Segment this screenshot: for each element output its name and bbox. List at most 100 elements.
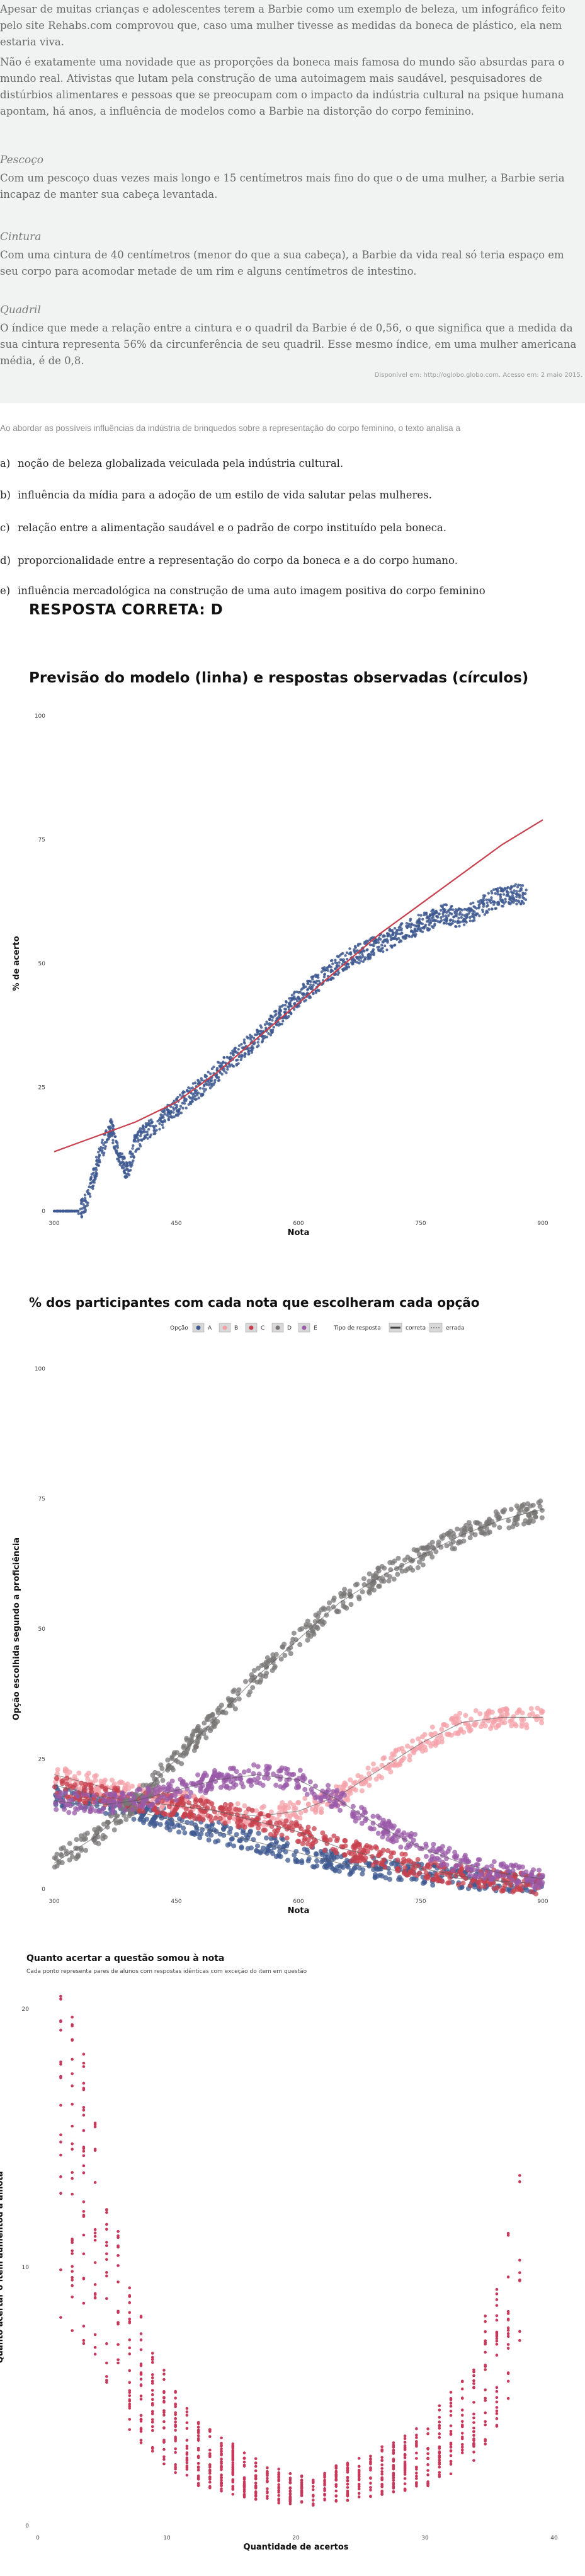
- legend-label: B: [234, 1325, 238, 1331]
- chart3-title: Quanto acertar a questão somou à nota: [26, 1953, 225, 1964]
- data-point: [202, 1093, 205, 1096]
- x-tick-label: 30: [421, 2535, 429, 2541]
- data-point: [71, 2275, 74, 2279]
- data-point: [472, 1722, 478, 1728]
- data-point: [334, 958, 337, 962]
- data-point: [220, 2464, 223, 2468]
- data-point: [513, 897, 516, 900]
- data-point: [122, 1155, 125, 1159]
- data-point: [253, 1041, 256, 1044]
- data-point: [102, 1143, 105, 1146]
- data-point: [416, 924, 419, 928]
- data-point: [433, 1730, 438, 1736]
- data-point: [84, 1204, 88, 1208]
- option-d[interactable]: d) proporcionalidade entre a representaçã…: [0, 555, 458, 566]
- data-point: [461, 1538, 467, 1544]
- data-point: [82, 2214, 86, 2217]
- data-point: [511, 891, 514, 895]
- data-point: [258, 1811, 264, 1817]
- data-point: [460, 2413, 464, 2417]
- data-point: [472, 1873, 477, 1878]
- data-point: [444, 1862, 450, 1868]
- option-e[interactable]: e) influência mercadológica na construção…: [0, 585, 486, 597]
- data-point: [334, 2500, 338, 2503]
- data-point: [200, 1817, 206, 1822]
- data-point: [181, 1743, 187, 1749]
- data-point: [399, 925, 402, 929]
- data-point: [261, 1040, 264, 1043]
- data-point: [331, 1597, 336, 1603]
- data-point: [467, 1883, 473, 1889]
- data-point: [108, 1793, 114, 1798]
- data-point: [310, 986, 314, 989]
- data-point: [305, 1824, 311, 1830]
- data-point: [162, 2396, 166, 2399]
- data-point: [152, 1769, 158, 1775]
- data-point: [403, 2482, 407, 2485]
- data-point: [163, 1112, 167, 1116]
- data-point: [455, 1526, 460, 1532]
- data-point: [147, 1127, 151, 1131]
- data-point: [521, 896, 525, 899]
- data-point: [464, 1865, 470, 1870]
- data-point: [383, 944, 387, 948]
- data-point: [139, 2414, 143, 2417]
- data-point: [298, 1826, 304, 1832]
- data-point: [256, 1665, 261, 1671]
- data-point: [115, 1149, 118, 1153]
- data-point: [410, 922, 413, 926]
- data-point: [242, 1038, 246, 1042]
- passage-paragraph: O índice que mede a relação entre a cint…: [0, 322, 577, 367]
- data-point: [302, 1795, 308, 1801]
- option-a[interactable]: a) noção de beleza globalizada veiculada …: [0, 457, 343, 469]
- data-point: [533, 1514, 538, 1520]
- data-point: [212, 1066, 215, 1069]
- data-point: [415, 2471, 418, 2475]
- data-point: [477, 904, 480, 907]
- data-point: [231, 2466, 235, 2469]
- data-point: [82, 2301, 86, 2305]
- data-point: [347, 965, 351, 969]
- data-point: [110, 1134, 114, 1137]
- data-point: [442, 922, 446, 925]
- data-point: [67, 1841, 72, 1846]
- data-point: [230, 1780, 236, 1786]
- data-point: [295, 1839, 300, 1844]
- data-point: [151, 2447, 154, 2450]
- data-point: [392, 2458, 395, 2461]
- data-point: [66, 1810, 72, 1815]
- chart3-subtitle: Cada ponto representa pares de alunos co…: [26, 1969, 307, 1975]
- data-point: [220, 2473, 223, 2477]
- data-point: [467, 1872, 473, 1878]
- data-point: [314, 1863, 320, 1869]
- data-point: [369, 2495, 372, 2498]
- data-point: [123, 1169, 127, 1172]
- data-point: [500, 904, 504, 908]
- data-point: [368, 938, 372, 941]
- data-point: [242, 1040, 246, 1044]
- data-point: [185, 2461, 189, 2464]
- data-point: [260, 1783, 266, 1788]
- data-point: [281, 1020, 285, 1023]
- option-b[interactable]: b) influência da mídia para a adoção de u…: [0, 489, 432, 501]
- data-point: [403, 2463, 407, 2467]
- data-point: [103, 1147, 107, 1150]
- data-point: [436, 1539, 441, 1545]
- data-point: [295, 999, 299, 1003]
- data-point: [373, 1844, 378, 1849]
- data-point: [111, 1124, 115, 1128]
- option-c[interactable]: c) relação entre a alimentação saudável e…: [0, 522, 446, 534]
- data-point: [411, 933, 414, 937]
- data-point: [121, 1166, 124, 1170]
- data-point: [278, 1854, 283, 1860]
- data-point: [425, 916, 428, 920]
- data-point: [348, 1777, 353, 1783]
- data-point: [165, 1757, 171, 1763]
- data-point: [131, 1794, 137, 1800]
- data-point: [313, 1851, 319, 1856]
- data-point: [492, 1716, 498, 1722]
- data-point: [71, 2084, 74, 2088]
- data-point: [185, 2447, 189, 2450]
- data-point: [254, 1820, 260, 1826]
